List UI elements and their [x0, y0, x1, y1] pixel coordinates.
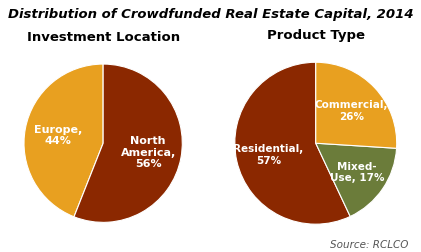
Text: Distribution of Crowdfunded Real Estate Capital, 2014: Distribution of Crowdfunded Real Estate … [8, 8, 413, 20]
Text: Commercial,
26%: Commercial, 26% [314, 100, 388, 121]
Wedge shape [74, 65, 182, 223]
Wedge shape [316, 63, 397, 149]
Text: Mixed-
Use, 17%: Mixed- Use, 17% [330, 161, 384, 182]
Title: Product Type: Product Type [267, 29, 365, 42]
Wedge shape [235, 63, 350, 224]
Text: Europe,
44%: Europe, 44% [34, 124, 82, 146]
Wedge shape [24, 65, 103, 217]
Title: Investment Location: Investment Location [27, 31, 180, 44]
Text: Source: RCLCO: Source: RCLCO [330, 239, 408, 249]
Text: Residential,
57%: Residential, 57% [233, 143, 304, 165]
Wedge shape [316, 144, 397, 217]
Text: North
America,
56%: North America, 56% [120, 136, 176, 169]
